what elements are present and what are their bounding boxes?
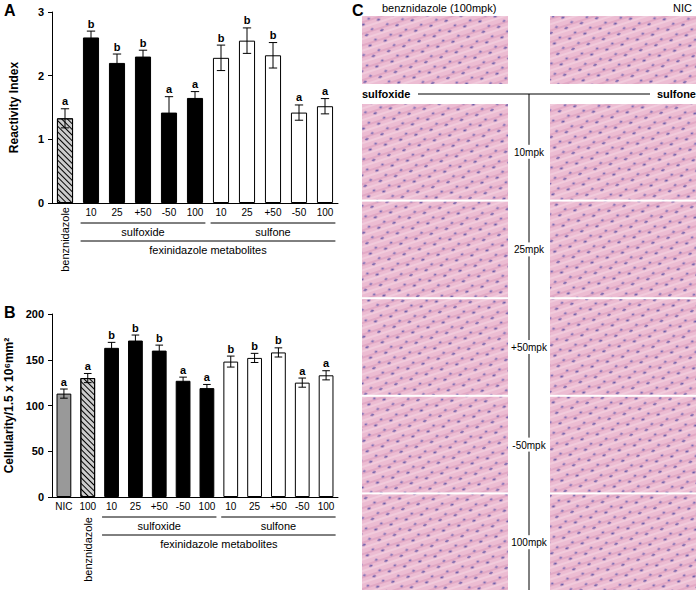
svg-text:NIC: NIC (55, 501, 72, 512)
svg-text:b: b (227, 343, 234, 355)
svg-text:benznidazole: benznidazole (59, 207, 71, 272)
svg-text:150: 150 (26, 354, 44, 366)
svg-text:100: 100 (199, 501, 216, 512)
svg-text:-50: -50 (162, 207, 177, 218)
svg-text:sulfoxide: sulfoxide (138, 520, 181, 532)
svg-text:a: a (204, 371, 211, 383)
svg-text:b: b (140, 37, 147, 49)
svg-text:b: b (156, 332, 163, 344)
svg-text:2: 2 (38, 70, 44, 82)
svg-text:-50: -50 (176, 501, 191, 512)
svg-text:100: 100 (187, 207, 204, 218)
svg-text:100: 100 (79, 501, 96, 512)
svg-text:a: a (180, 364, 187, 376)
svg-text:Cellularity/1.5 x 10⁶mm²: Cellularity/1.5 x 10⁶mm² (2, 338, 16, 474)
svg-text:b: b (251, 340, 258, 352)
svg-text:sulfoxide: sulfoxide (121, 226, 164, 238)
svg-text:10: 10 (106, 501, 118, 512)
svg-text:0: 0 (38, 491, 44, 503)
svg-text:+50: +50 (151, 501, 168, 512)
svg-text:a: a (85, 360, 92, 372)
svg-text:NIC: NIC (673, 2, 692, 14)
svg-text:benznidazole (100mpk): benznidazole (100mpk) (382, 2, 496, 14)
svg-text:200: 200 (26, 308, 44, 320)
svg-text:100: 100 (318, 501, 335, 512)
svg-text:a: a (299, 365, 306, 377)
svg-text:a: a (61, 376, 68, 388)
svg-text:100: 100 (26, 400, 44, 412)
svg-text:+50: +50 (265, 207, 282, 218)
svg-text:25: 25 (130, 501, 142, 512)
svg-text:50: 50 (32, 445, 44, 457)
svg-text:Reactivity Index: Reactivity Index (7, 61, 21, 153)
svg-text:0: 0 (38, 197, 44, 209)
svg-text:25mpk: 25mpk (514, 244, 545, 255)
svg-text:C: C (352, 2, 364, 19)
svg-text:1: 1 (38, 133, 44, 145)
svg-text:sulfone: sulfone (255, 226, 290, 238)
svg-text:100: 100 (317, 207, 334, 218)
svg-text:b: b (218, 32, 225, 44)
svg-text:10: 10 (225, 501, 237, 512)
svg-text:b: b (270, 29, 277, 41)
svg-text:sulfoxide: sulfoxide (362, 88, 410, 100)
svg-text:a: a (296, 91, 303, 103)
svg-text:100mpk: 100mpk (511, 537, 548, 548)
svg-text:a: a (62, 95, 69, 107)
svg-text:fexinidazole metabolites: fexinidazole metabolites (149, 244, 267, 256)
svg-text:-50mpk: -50mpk (512, 440, 546, 451)
svg-text:A: A (4, 2, 16, 19)
svg-text:a: a (322, 85, 329, 97)
svg-text:b: b (244, 14, 251, 26)
svg-text:-50: -50 (292, 207, 307, 218)
svg-text:b: b (88, 18, 95, 30)
svg-text:+50: +50 (135, 207, 152, 218)
svg-text:a: a (166, 83, 173, 95)
svg-text:10: 10 (215, 207, 227, 218)
svg-text:b: b (132, 322, 139, 334)
svg-text:a: a (192, 78, 199, 90)
svg-text:sulfone: sulfone (261, 520, 296, 532)
svg-text:25: 25 (111, 207, 123, 218)
svg-text:+50: +50 (270, 501, 287, 512)
svg-text:+50mpk: +50mpk (511, 342, 548, 353)
svg-text:25: 25 (249, 501, 261, 512)
svg-text:b: b (108, 329, 115, 341)
svg-text:10: 10 (85, 207, 97, 218)
svg-text:b: b (114, 41, 121, 53)
svg-text:benznidazole: benznidazole (82, 517, 94, 582)
svg-text:-50: -50 (295, 501, 310, 512)
svg-text:sulfone: sulfone (657, 88, 696, 100)
svg-text:10mpk: 10mpk (514, 147, 545, 158)
svg-text:a: a (323, 357, 330, 369)
svg-text:B: B (4, 304, 16, 321)
svg-text:b: b (275, 334, 282, 346)
svg-text:fexinidazole metabolites: fexinidazole metabolites (160, 538, 278, 550)
svg-text:3: 3 (38, 6, 44, 18)
svg-text:25: 25 (241, 207, 253, 218)
